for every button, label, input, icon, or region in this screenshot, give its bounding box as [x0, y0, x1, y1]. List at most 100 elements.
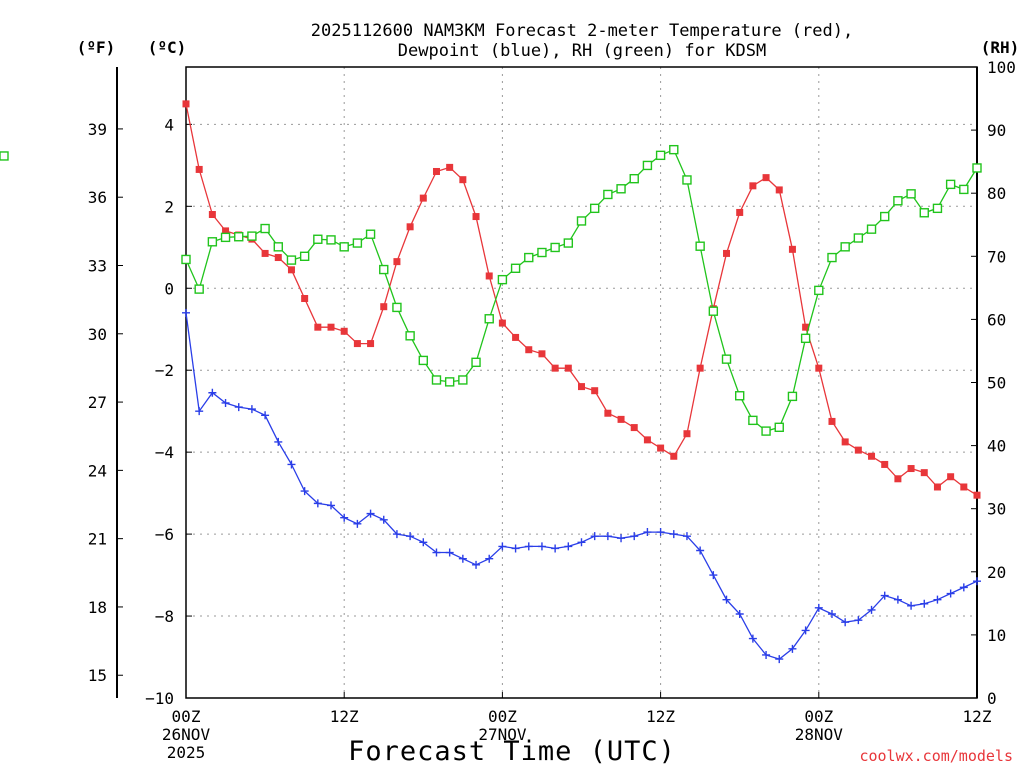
temperature-point — [881, 460, 889, 468]
fahrenheit-tick-label: 39 — [88, 120, 107, 139]
temperature-point — [182, 100, 190, 108]
x-tick-label: 00Z — [172, 707, 201, 726]
temperature-point — [657, 444, 665, 452]
celsius-tick-label: −8 — [155, 607, 174, 626]
dewpoint-point — [524, 542, 533, 551]
dewpoint-point — [933, 595, 942, 604]
dewpoint-point — [946, 589, 955, 598]
fahrenheit-tick-label: 18 — [88, 598, 107, 617]
x-tick-label: 12Z — [963, 707, 992, 726]
dewpoint-point — [775, 655, 784, 664]
dewpoint-point — [247, 405, 256, 414]
rh-point — [800, 333, 811, 344]
dewpoint-point — [696, 546, 705, 555]
rh-point — [220, 232, 231, 243]
dewpoint-point — [722, 595, 731, 604]
rh-point — [827, 252, 837, 263]
temperature-point — [723, 249, 731, 257]
temperature-point — [512, 333, 520, 341]
dewpoint-point — [748, 634, 757, 643]
temperature-point — [353, 340, 361, 348]
temperature-point — [591, 387, 599, 395]
temperature-point — [788, 245, 796, 253]
temperature-point — [261, 249, 269, 257]
dewpoint-point — [208, 388, 217, 397]
fahrenheit-tick-label: 24 — [88, 461, 107, 480]
temperature-point — [432, 167, 440, 175]
rh-point — [616, 184, 626, 194]
x-tick-date-label: 26NOV — [162, 725, 211, 744]
celsius-unit-label: (ºC) — [148, 38, 187, 57]
dewpoint-point — [353, 519, 362, 528]
rh-point — [379, 264, 389, 275]
rh-tick-label: 20 — [987, 563, 1006, 582]
dewpoint-point — [340, 513, 349, 522]
temperature-point — [406, 223, 414, 231]
rh-point — [787, 391, 798, 402]
temperature-point — [419, 194, 427, 202]
dewpoint-point — [867, 605, 876, 614]
rh-point — [748, 415, 758, 426]
rh-tick-label: 90 — [987, 121, 1006, 140]
x-tick-label: 00Z — [804, 707, 833, 726]
dewpoint-point — [287, 460, 296, 469]
temperature-point — [367, 340, 375, 348]
dewpoint-point — [221, 398, 230, 407]
rh-tick-label: 80 — [987, 184, 1006, 203]
temperature-point — [736, 208, 744, 216]
rh-point — [497, 274, 508, 285]
dewpoint-point — [392, 530, 401, 539]
rh-tick-label: 10 — [987, 626, 1006, 645]
rh-point — [893, 196, 903, 206]
rh-point — [945, 179, 956, 190]
rh-point — [273, 242, 283, 252]
temperature-point — [287, 266, 295, 274]
rh-point — [510, 263, 521, 273]
rh-point — [484, 314, 494, 324]
rh-point — [695, 241, 705, 251]
fahrenheit-tick-label: 36 — [88, 188, 107, 207]
rh-point — [735, 391, 745, 401]
temperature-point — [920, 469, 928, 477]
rh-point — [959, 184, 969, 195]
dewpoint-point — [656, 528, 665, 537]
rh-point — [814, 285, 824, 296]
temperature-point — [380, 303, 388, 311]
dewpoint-point — [709, 571, 718, 580]
dewpoint-point — [854, 616, 863, 625]
dewpoint-point — [234, 403, 243, 412]
temperature-point — [472, 213, 480, 221]
rh-point — [550, 242, 560, 253]
rh-point — [642, 160, 653, 171]
temperature-point — [604, 409, 612, 417]
rh-tick-label: 0 — [987, 689, 997, 708]
dewpoint-point — [379, 515, 388, 524]
rh-point — [471, 357, 481, 368]
temperature-point — [525, 346, 533, 354]
temperature-point — [340, 327, 348, 335]
fahrenheit-unit-label: (ºF) — [77, 38, 116, 57]
dewpoint-point — [841, 618, 850, 627]
celsius-tick-label: −6 — [155, 525, 174, 544]
rh-point — [972, 163, 982, 173]
temperature-point — [815, 364, 823, 372]
dewpoint-point — [458, 554, 467, 563]
temperature-point — [222, 227, 230, 235]
rh-tick-label: 40 — [987, 437, 1006, 456]
temperature-point — [749, 182, 757, 190]
temperature-point — [301, 295, 309, 303]
rh-point — [589, 203, 600, 214]
x-tick-year-label: 2025 — [167, 743, 206, 762]
rh-point — [682, 175, 692, 185]
rh-tick-label: 50 — [987, 374, 1006, 393]
rh-point — [326, 235, 336, 245]
data-series — [0, 100, 982, 664]
rh-point — [247, 231, 257, 241]
celsius-tick-label: −4 — [155, 443, 174, 462]
temperature-point — [459, 176, 467, 184]
dewpoint-point — [551, 544, 560, 553]
celsius-tick-label: 2 — [164, 197, 174, 216]
rh-point — [431, 375, 442, 385]
rh-point — [524, 252, 534, 263]
